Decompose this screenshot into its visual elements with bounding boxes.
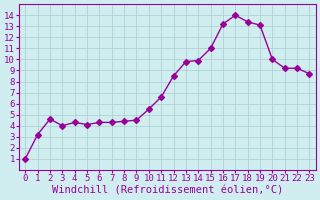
X-axis label: Windchill (Refroidissement éolien,°C): Windchill (Refroidissement éolien,°C) (52, 186, 283, 196)
